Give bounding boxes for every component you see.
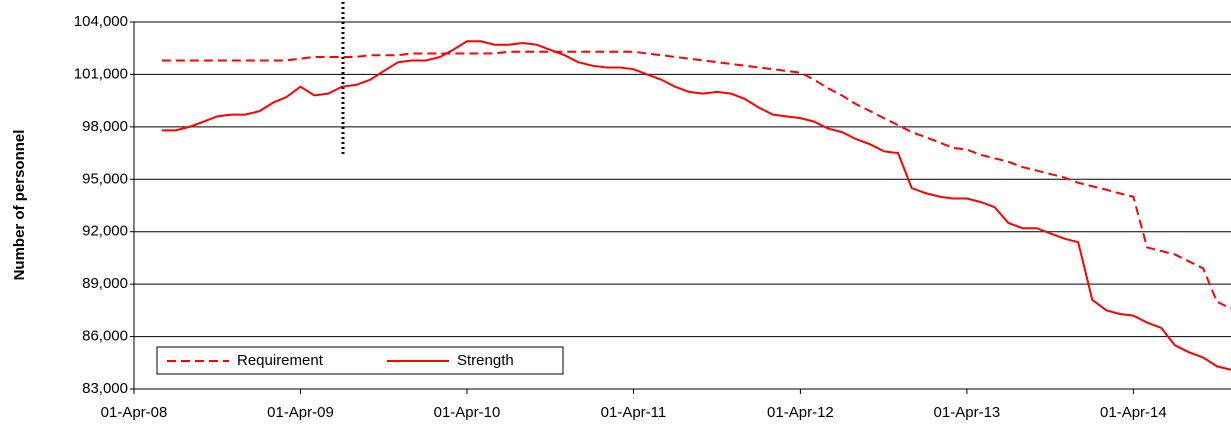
- y-tick-label: 95,000: [82, 170, 128, 187]
- x-tick-label: 01-Apr-13: [934, 404, 1001, 421]
- line-series: [161, 50, 1231, 310]
- y-tick-label: 89,000: [82, 275, 128, 292]
- y-tick-label: 86,000: [82, 328, 128, 345]
- x-tick-label: 01-Apr-12: [767, 404, 834, 421]
- line-series: [161, 40, 1231, 371]
- y-tick-label: 98,000: [82, 118, 128, 135]
- x-tick-label: 01-Apr-08: [101, 404, 168, 421]
- y-tick-label: 101,000: [74, 65, 128, 82]
- y-axis-label: Number of personnel: [11, 130, 28, 281]
- x-tick-label: 01-Apr-10: [434, 404, 501, 421]
- legend-label: Strength: [457, 352, 514, 369]
- x-tick-label: 01-Apr-14: [1100, 404, 1167, 421]
- y-tick-label: 104,000: [74, 13, 128, 30]
- legend-label: Requirement: [237, 352, 324, 369]
- y-tick-label: 92,000: [82, 223, 128, 240]
- y-tick-label: 83,000: [82, 380, 128, 397]
- x-tick-label: 01-Apr-11: [601, 404, 667, 421]
- x-tick-label: 01-Apr-09: [267, 404, 334, 421]
